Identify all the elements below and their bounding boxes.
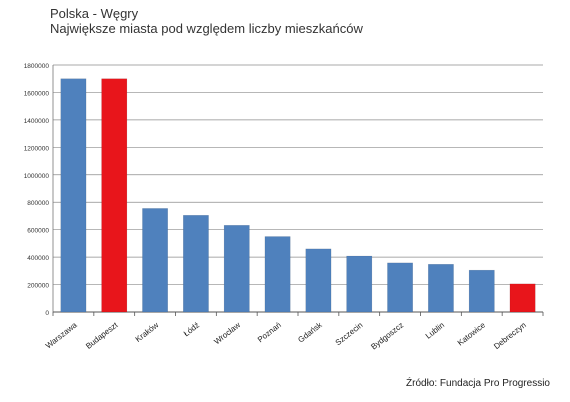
bar-wrocław: [223, 225, 250, 313]
x-axis: Warszawa Budapeszt Kraków Łódź Wrocław Poznań…: [44, 312, 544, 351]
source-note: Źródło: Fundacja Pro Progressio: [406, 378, 550, 389]
bars: [60, 78, 536, 313]
x-tick-label: Szczecin: [334, 320, 365, 347]
bar-szczecin: [346, 255, 373, 313]
bar-bydgoszcz: [387, 262, 413, 313]
bar-łódź: [183, 215, 209, 313]
x-tick-label: Wrocław: [212, 320, 242, 346]
x-tick-label: Poznań: [256, 320, 283, 344]
y-tick-label: 200000: [27, 283, 49, 290]
y-tick-label: 400000: [27, 255, 49, 262]
bar-kraków: [142, 208, 168, 313]
y-tick-label: 0: [45, 310, 49, 317]
y-tick-label: 1200000: [24, 145, 50, 152]
x-tick-label: Debreczyn: [492, 320, 528, 351]
y-tick-label: 1000000: [24, 173, 50, 180]
y-tick-label: 800000: [27, 200, 49, 207]
bar-poznań: [264, 236, 291, 313]
x-tick-label: Katowice: [456, 320, 488, 347]
bar-debreczyn: [509, 283, 536, 313]
bar-katowice: [468, 269, 495, 313]
y-tick-label: 600000: [27, 228, 49, 235]
x-tick-label: Budapeszt: [84, 320, 120, 351]
x-tick-label: Warszawa: [44, 320, 79, 350]
y-axis: 0 200000 400000 600000 800000 1000000 1200000 1…: [24, 63, 50, 317]
x-tick-label: Bydgoszcz: [369, 320, 405, 351]
grid-layer: [52, 64, 543, 313]
x-tick-label: Łódź: [182, 320, 201, 338]
y-tick-label: 1400000: [24, 118, 50, 125]
bar-lublin: [428, 263, 454, 313]
x-tick-label: Lublin: [424, 320, 446, 340]
title-block: Polska - Węgry Największe miasta pod wzg…: [50, 6, 363, 36]
chart-subtitle: Największe miasta pod względem liczby mi…: [50, 21, 363, 36]
x-tick-label: Kraków: [134, 320, 161, 344]
y-tick-label: 1800000: [24, 63, 50, 70]
bar-warszawa: [60, 78, 87, 313]
chart-title: Polska - Węgry: [50, 6, 139, 21]
y-tick-label: 1600000: [24, 90, 50, 97]
bar-budapeszt: [101, 78, 128, 313]
x-tick-label: Gdańsk: [296, 320, 324, 345]
bar-gdańsk: [305, 248, 332, 313]
